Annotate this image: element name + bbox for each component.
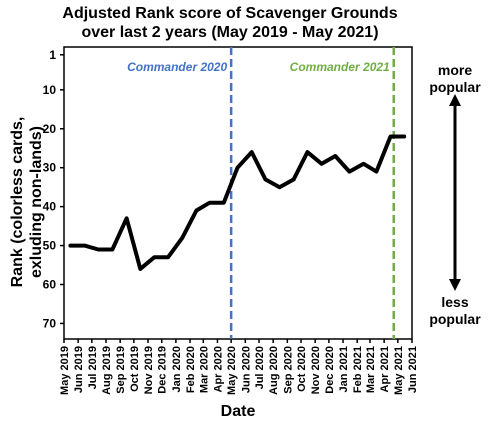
less-label-1: less [441,294,468,310]
x-tick-label: Jan 2021 [338,346,350,392]
x-tick-label: Jun 2020 [240,346,252,393]
arrow-up-icon [449,94,461,106]
x-tick-label: Nov 2020 [310,346,322,394]
y-tick-label: 60 [43,277,57,291]
x-axis-label: Date [221,403,256,420]
y-tick-label: 50 [43,239,57,253]
x-tick-label: May 2019 [59,346,71,395]
arrow-down-icon [449,279,461,291]
x-tick-label: Jun 2019 [73,346,85,393]
y-axis-label-line-1: Rank (colorless cards, [9,117,26,288]
plot-frame [63,46,413,340]
x-tick-label: Dec 2019 [157,346,169,394]
x-tick-label: May 2021 [393,346,405,395]
series-line-rank [68,134,407,271]
y-tick-label: 10 [43,83,57,97]
y-tick-label: 30 [43,161,57,175]
x-tick-label: Sep 2019 [115,346,127,394]
x-tick-label: Jan 2020 [171,346,183,392]
x-tick-label: Jul 2020 [254,346,266,389]
x-tick-label: Oct 2019 [129,346,141,392]
x-tick-label: Feb 2021 [352,346,364,393]
y-tick-label: 70 [43,316,57,330]
more-label-1: more [438,62,472,78]
x-tick-label: Mar 2021 [365,346,377,393]
x-tick-label: Jul 2019 [87,346,99,389]
chart-title-line-1: Adjusted Rank score of Scavenger Grounds [62,5,398,22]
y-tick-label: 40 [43,200,57,214]
x-tick-label: Apr 2021 [379,346,391,392]
x-tick-label: Nov 2019 [143,346,155,394]
chart-title: Adjusted Rank score of Scavenger Grounds… [0,4,460,42]
x-tick-label: Aug 2020 [268,346,280,395]
x-tick-label: Aug 2019 [101,346,113,395]
event-markers: Commander 2020 Commander 2021 [127,47,395,339]
x-tick-label: Mar 2020 [198,346,210,393]
event-label: Commander 2020 [127,60,227,74]
y-axis-ticks: 1 10 20 30 40 50 60 70 [43,48,64,330]
event-label: Commander 2021 [290,60,390,74]
x-tick-label: Feb 2020 [185,346,197,393]
x-tick-label: Oct 2020 [296,346,308,392]
x-axis-ticks: May 2019 Jun 2019 Jul 2019 Aug 2019 Sep 2019… [59,339,419,395]
x-tick-label: Dec 2020 [324,346,336,394]
popularity-indicator: more popular less popular [429,62,481,327]
y-tick-label: 20 [43,122,57,136]
x-tick-label: Apr 2020 [212,346,224,392]
x-tick-label: Sep 2020 [282,346,294,394]
less-label-2: popular [429,311,481,327]
y-axis-label: Rank (colorless cards, exluding non-land… [9,117,45,288]
y-axis-label-line-2: exluding non-lands) [28,126,45,278]
x-tick-label: May 2020 [226,346,238,395]
more-label-2: popular [429,79,481,95]
x-tick-label: Jun 2021 [407,346,419,393]
y-tick-label: 1 [49,48,56,62]
chart-title-line-2: over last 2 years (May 2019 - May 2021) [81,24,379,41]
